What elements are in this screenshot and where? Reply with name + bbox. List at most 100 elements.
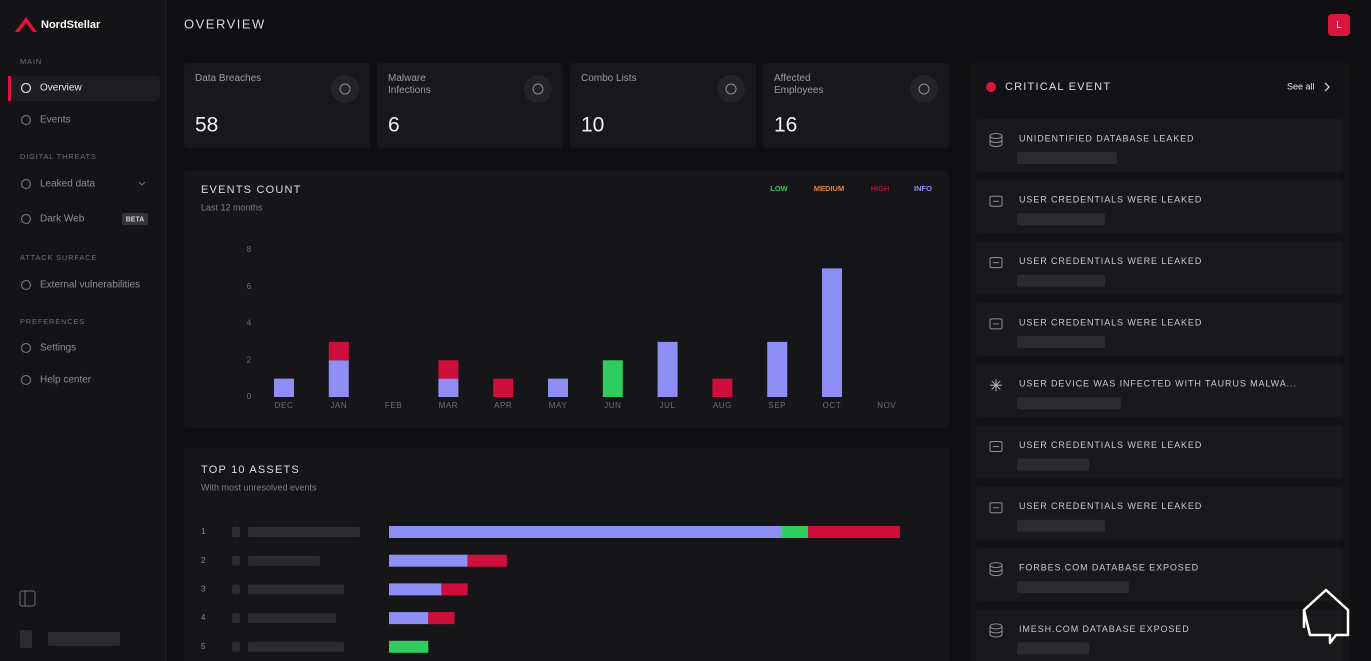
nav-item[interactable]: Leaked data bbox=[40, 179, 95, 190]
icon bbox=[989, 626, 1003, 638]
stat-value: 6 bbox=[388, 114, 400, 137]
stat-icon-bg bbox=[524, 75, 552, 103]
icon bbox=[989, 502, 1003, 514]
stat-label-text: Malware Infections bbox=[388, 73, 431, 96]
bar-segment bbox=[389, 640, 429, 653]
nav-icon bbox=[20, 82, 32, 94]
x-tick-label: DEC bbox=[275, 401, 294, 410]
event-title: USER CREDENTIALS WERE LEAKED bbox=[1019, 195, 1202, 205]
stat-card bbox=[184, 63, 370, 148]
y-tick-label: 0 bbox=[247, 392, 252, 401]
redacted bbox=[248, 613, 336, 624]
redacted bbox=[1017, 335, 1105, 348]
bar-segment bbox=[274, 378, 294, 397]
active-item bbox=[8, 76, 160, 101]
stat-value: 10 bbox=[581, 114, 604, 137]
event-title: USER DEVICE WAS INFECTED WITH TAURUS MAL… bbox=[1019, 379, 1297, 389]
redacted bbox=[232, 555, 240, 566]
see-all[interactable]: See all bbox=[1287, 81, 1315, 91]
legend-entry: HIGH bbox=[871, 184, 890, 193]
home-icon[interactable] bbox=[1302, 588, 1350, 645]
event-card[interactable] bbox=[976, 119, 1343, 172]
event-card[interactable] bbox=[976, 486, 1343, 540]
bar-segment bbox=[438, 378, 459, 397]
sidebar bbox=[0, 0, 166, 661]
bar-segment bbox=[328, 360, 349, 397]
x-tick-label: SEP bbox=[768, 401, 786, 410]
nav-icon bbox=[20, 342, 32, 354]
rank: 3 bbox=[201, 585, 206, 594]
nav-item[interactable]: Events bbox=[40, 115, 71, 126]
redacted bbox=[248, 641, 344, 652]
section-title: ATTACK SURFACE bbox=[20, 253, 97, 262]
bar-segment bbox=[389, 554, 468, 567]
bar-segment bbox=[389, 612, 429, 625]
x-tick-label: JAN bbox=[330, 401, 347, 410]
redacted bbox=[232, 641, 240, 652]
panel bbox=[184, 448, 949, 661]
stat-card bbox=[763, 63, 949, 148]
nav-icon bbox=[20, 279, 32, 291]
avatar: L bbox=[1336, 20, 1342, 31]
nav-icon bbox=[20, 213, 32, 225]
x-tick-label: OCT bbox=[823, 401, 842, 410]
event-title: USER CREDENTIALS WERE LEAKED bbox=[1019, 256, 1202, 266]
x-tick-label: AUG bbox=[713, 401, 732, 410]
y-tick-label: 2 bbox=[247, 355, 252, 364]
avatar-bg[interactable] bbox=[1328, 14, 1350, 36]
stat-value: 58 bbox=[195, 114, 218, 137]
bar-segment bbox=[657, 341, 678, 397]
stat-card bbox=[377, 63, 563, 148]
section-title: PREFERENCES bbox=[20, 317, 85, 326]
bar-segment bbox=[712, 378, 733, 397]
rank: 4 bbox=[201, 613, 206, 622]
icon bbox=[989, 441, 1003, 452]
page-title: OVERVIEW bbox=[184, 16, 266, 31]
redacted bbox=[20, 630, 32, 648]
icon bbox=[989, 136, 1003, 147]
icon bbox=[989, 257, 1003, 269]
event-card[interactable] bbox=[976, 180, 1343, 234]
redacted bbox=[1017, 642, 1089, 655]
nav-item[interactable]: Help center bbox=[40, 375, 92, 386]
stat-icon bbox=[918, 83, 930, 95]
nav-item[interactable]: Overview bbox=[40, 83, 82, 94]
stat-icon-bg bbox=[717, 75, 745, 103]
bar-segment bbox=[428, 612, 455, 625]
x-tick-label: FEB bbox=[385, 401, 402, 410]
badge-bg bbox=[122, 213, 148, 225]
event-card[interactable] bbox=[976, 548, 1343, 602]
nav-item[interactable]: Dark Web bbox=[40, 214, 85, 225]
bar-segment bbox=[467, 554, 507, 567]
nav-item[interactable]: External vulnerabilities bbox=[40, 280, 140, 291]
stat-label-text: Affected Employees bbox=[774, 73, 824, 96]
rank: 1 bbox=[201, 527, 206, 536]
bar-segment bbox=[389, 583, 442, 596]
stat-value: 16 bbox=[774, 114, 797, 137]
bar-segment bbox=[782, 526, 809, 538]
event-title: USER CREDENTIALS WERE LEAKED bbox=[1019, 440, 1202, 450]
x-tick-label: NOV bbox=[877, 401, 896, 410]
y-tick-label: 6 bbox=[247, 282, 252, 291]
bar-segment bbox=[602, 360, 623, 397]
redacted bbox=[1017, 274, 1105, 287]
event-title: FORBES.COM DATABASE EXPOSED bbox=[1019, 562, 1199, 572]
bar-segment bbox=[493, 378, 514, 397]
stat-icon-bg bbox=[331, 75, 359, 103]
event-card[interactable] bbox=[976, 302, 1343, 356]
event-card[interactable] bbox=[976, 425, 1343, 479]
bar-segment bbox=[389, 526, 782, 538]
event-card[interactable] bbox=[976, 241, 1343, 295]
event-title: UNIDENTIFIED DATABASE LEAKED bbox=[1019, 133, 1194, 143]
chart-title: TOP 10 ASSETS bbox=[201, 464, 300, 476]
nav-item[interactable]: Settings bbox=[40, 343, 76, 354]
collapse-button[interactable] bbox=[19, 590, 36, 607]
redacted bbox=[1017, 519, 1105, 532]
nav-icon bbox=[20, 178, 32, 190]
icon bbox=[989, 565, 1003, 577]
y-tick-label: 4 bbox=[247, 319, 252, 328]
redacted bbox=[1017, 213, 1105, 226]
logo-icon bbox=[15, 17, 37, 32]
event-card[interactable] bbox=[976, 364, 1343, 418]
